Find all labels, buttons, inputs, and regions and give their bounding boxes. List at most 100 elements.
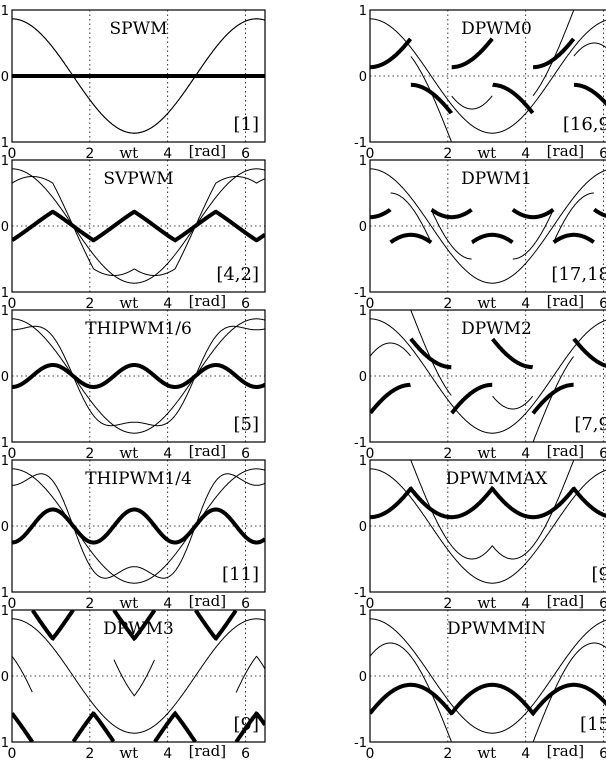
y-tick-label: 1 [359, 304, 367, 319]
series-modulation [12, 18, 265, 134]
x-axis-label: wt [119, 294, 138, 312]
y-tick-label: 0 [1, 370, 9, 385]
panel-title: DPWMMAX [446, 469, 549, 489]
x-tick-label: 2 [443, 746, 452, 762]
series-reference [370, 18, 606, 134]
x-tick-label: 0 [366, 746, 375, 762]
x-tick-label: 0 [8, 746, 17, 762]
x-axis-unit: [rad] [189, 292, 226, 310]
x-tick-label: 0 [366, 596, 375, 612]
x-axis-label: wt [477, 294, 496, 312]
panel-title: THIPWM1/4 [85, 469, 192, 489]
x-tick-label: 2 [85, 746, 94, 762]
x-tick-label: 0 [8, 446, 17, 462]
reference-label: [4,2] [216, 264, 259, 285]
series-reference [12, 468, 265, 584]
x-tick-label: 0 [8, 296, 17, 312]
y-tick-label: 0 [1, 220, 9, 235]
x-axis-unit: [rad] [189, 742, 226, 760]
series-reference [12, 168, 265, 284]
series-zero-sequence [370, 337, 606, 415]
x-tick-label: 6 [599, 146, 606, 162]
x-axis-unit: [rad] [189, 442, 226, 460]
reference-label: [17,18] [551, 264, 606, 285]
reference-label: [16,9] [563, 114, 606, 135]
plot-frame [369, 159, 606, 293]
x-tick-label: 6 [241, 596, 250, 612]
series-reference [12, 318, 265, 434]
series-modulation [12, 325, 265, 427]
x-tick-label: 6 [599, 596, 606, 612]
x-axis-label: wt [477, 594, 496, 612]
x-tick-label: 6 [599, 296, 606, 312]
x-tick-label: 6 [599, 746, 606, 762]
series-reference [370, 618, 606, 734]
y-tick-label: 1 [359, 154, 367, 169]
x-tick-label: 6 [599, 446, 606, 462]
series-modulation [12, 176, 265, 276]
reference-label: [1] [234, 114, 260, 135]
x-tick-label: 4 [163, 746, 172, 762]
y-tick-label: -1 [0, 136, 9, 151]
y-tick-label: 0 [359, 370, 367, 385]
y-tick-label: -1 [354, 436, 367, 451]
series-zero-sequence [370, 207, 606, 245]
reference-label: [15] [580, 714, 606, 735]
x-tick-label: 2 [443, 446, 452, 462]
x-tick-label: 0 [366, 446, 375, 462]
plot-frame [11, 159, 266, 293]
y-tick-label: 1 [359, 604, 367, 619]
y-tick-label: 1 [1, 4, 9, 19]
y-tick-label: 0 [1, 670, 9, 685]
y-tick-label: 0 [359, 670, 367, 685]
x-tick-label: 4 [521, 446, 530, 462]
y-tick-label: 1 [1, 154, 9, 169]
x-tick-label: 0 [366, 296, 375, 312]
plot-frame [11, 459, 266, 593]
x-tick-label: 4 [521, 596, 530, 612]
plot-frame [369, 9, 606, 143]
x-axis-label: wt [119, 144, 138, 162]
x-tick-label: 6 [241, 146, 250, 162]
series-zero-sequence [12, 610, 265, 742]
reference-label: [9] [592, 564, 606, 585]
series-zero-sequence [370, 682, 606, 717]
plot-frame [369, 459, 606, 593]
x-tick-label: 4 [163, 596, 172, 612]
panel-title: DPWM1 [461, 169, 532, 189]
x-tick-label: 2 [85, 446, 94, 462]
y-tick-label: -1 [354, 136, 367, 151]
x-tick-label: 4 [163, 146, 172, 162]
y-tick-label: -1 [0, 736, 9, 751]
x-axis-unit: [rad] [547, 592, 584, 610]
x-tick-label: 0 [8, 146, 17, 162]
x-tick-label: 4 [521, 746, 530, 762]
panel-title: THIPWM1/6 [85, 319, 192, 339]
x-axis-unit: [rad] [189, 142, 226, 160]
x-axis-unit: [rad] [189, 592, 226, 610]
series-zero-sequence [370, 485, 606, 520]
y-tick-label: 0 [1, 520, 9, 535]
y-tick-label: 1 [1, 304, 9, 319]
series-reference [12, 618, 265, 734]
x-axis-label: wt [119, 444, 138, 462]
x-tick-label: 2 [443, 296, 452, 312]
x-tick-label: 4 [521, 146, 530, 162]
series-reference [370, 168, 606, 284]
x-axis-label: wt [477, 744, 496, 762]
y-tick-label: 0 [359, 70, 367, 85]
series-zero-sequence [370, 37, 606, 115]
x-axis-unit: [rad] [547, 292, 584, 310]
y-tick-label: -1 [354, 736, 367, 751]
panel-title: DPWM3 [103, 619, 174, 639]
series-reference [370, 318, 606, 434]
x-axis-label: wt [119, 594, 138, 612]
x-tick-label: 6 [241, 296, 250, 312]
y-tick-label: 1 [1, 604, 9, 619]
